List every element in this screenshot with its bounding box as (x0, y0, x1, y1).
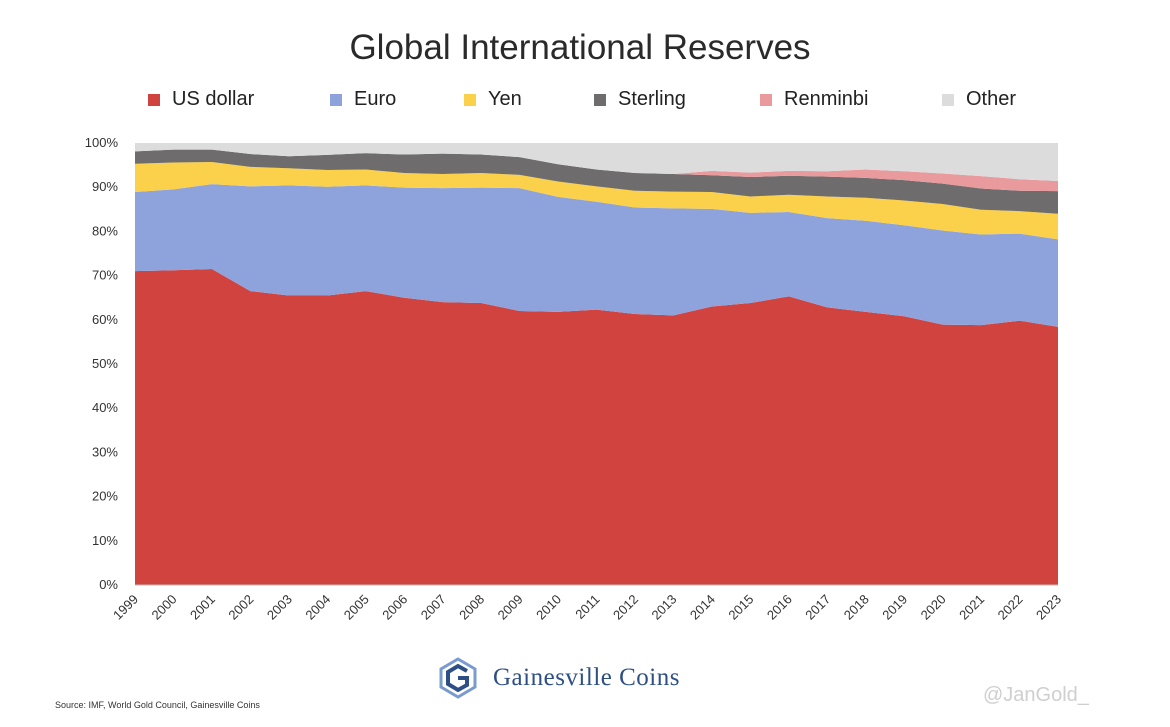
legend-item-euro: Euro (330, 88, 396, 111)
y-tick-label: 10% (92, 533, 118, 548)
legend-swatch-us-dollar (148, 93, 160, 106)
x-tick-label: 1999 (110, 592, 141, 623)
legend-item-yen: Yen (464, 88, 522, 111)
x-tick-label: 2000 (149, 592, 180, 623)
legend-label: Other (966, 88, 1017, 110)
legend-swatch-yen (464, 93, 476, 106)
legend-swatch-sterling (594, 93, 606, 106)
legend-label: Renminbi (784, 88, 869, 110)
legend-item-other: Other (942, 88, 1016, 111)
area-series-other (135, 143, 1058, 182)
legend-item-renminbi: Renminbi (760, 88, 868, 111)
legend-label: Euro (354, 88, 397, 110)
area-series-yen (135, 162, 1058, 240)
x-tick-label: 2010 (533, 592, 564, 623)
y-tick-label: 60% (92, 312, 118, 327)
x-tick-label: 2001 (187, 592, 218, 623)
x-tick-label: 2018 (841, 592, 872, 623)
x-tick-label: 2022 (995, 592, 1026, 623)
legend-label: US dollar (172, 88, 255, 110)
legend-item-us-dollar: US dollar (148, 88, 254, 111)
y-tick-label: 40% (92, 400, 118, 415)
y-tick-label: 0% (99, 577, 118, 592)
legend-swatch-other (942, 93, 954, 106)
x-tick-label: 2008 (456, 592, 487, 623)
gainesville-coins-logo-icon (439, 657, 477, 699)
x-tick-label: 2017 (802, 592, 833, 623)
y-tick-label: 100% (85, 135, 119, 150)
x-tick-label: 2023 (1033, 592, 1064, 623)
x-tick-label: 2019 (879, 592, 910, 623)
legend-label: Sterling (618, 88, 686, 110)
x-tick-label: 2012 (610, 592, 641, 623)
legend-item-sterling: Sterling (594, 88, 686, 111)
gainesville-coins-logo: Gainesville Coins (437, 657, 680, 699)
x-tick-label: 2011 (572, 592, 602, 622)
y-tick-label: 50% (92, 356, 118, 371)
x-tick-label: 2020 (918, 592, 949, 623)
x-tick-label: 2002 (225, 592, 256, 623)
area-series-renminbi (135, 149, 1058, 192)
y-tick-label: 30% (92, 444, 118, 459)
x-tick-label: 2004 (302, 592, 333, 623)
area-series-euro (135, 184, 1058, 327)
y-tick-label: 20% (92, 489, 118, 504)
legend-label: Yen (488, 88, 522, 110)
x-tick-label: 2009 (495, 592, 526, 623)
chart-title: Global International Reserves (349, 28, 811, 67)
x-tick-label: 2005 (341, 592, 372, 623)
x-tick-label: 2007 (418, 592, 449, 623)
x-tick-label: 2021 (956, 592, 987, 623)
source-note: Source: IMF, World Gold Council, Gainesv… (55, 700, 260, 710)
x-tick-label: 2016 (764, 592, 795, 623)
chart-legend: US dollar Euro Yen Sterling Renminbi Oth… (140, 88, 1040, 118)
y-tick-label: 70% (92, 268, 118, 283)
watermark: @JanGold_ (983, 684, 1089, 706)
y-tick-label: 90% (92, 179, 118, 194)
x-tick-label: 2014 (687, 592, 718, 623)
stacked-area-chart: 0% 10% 20% 30% 40% 50% 60% 70% 80% 90% 100% 1999 200… (85, 135, 1064, 623)
x-tick-label: 2003 (264, 592, 295, 623)
x-tick-label: 2015 (725, 592, 756, 623)
area-series-sterling (135, 149, 1058, 214)
y-tick-label: 80% (92, 223, 118, 238)
legend-swatch-euro (330, 93, 342, 106)
logo-text: Gainesville Coins (493, 664, 680, 691)
legend-swatch-renminbi (760, 93, 772, 106)
x-tick-label: 2013 (648, 592, 679, 623)
x-tick-label: 2006 (379, 592, 410, 623)
area-series-us-dollar (135, 268, 1058, 585)
